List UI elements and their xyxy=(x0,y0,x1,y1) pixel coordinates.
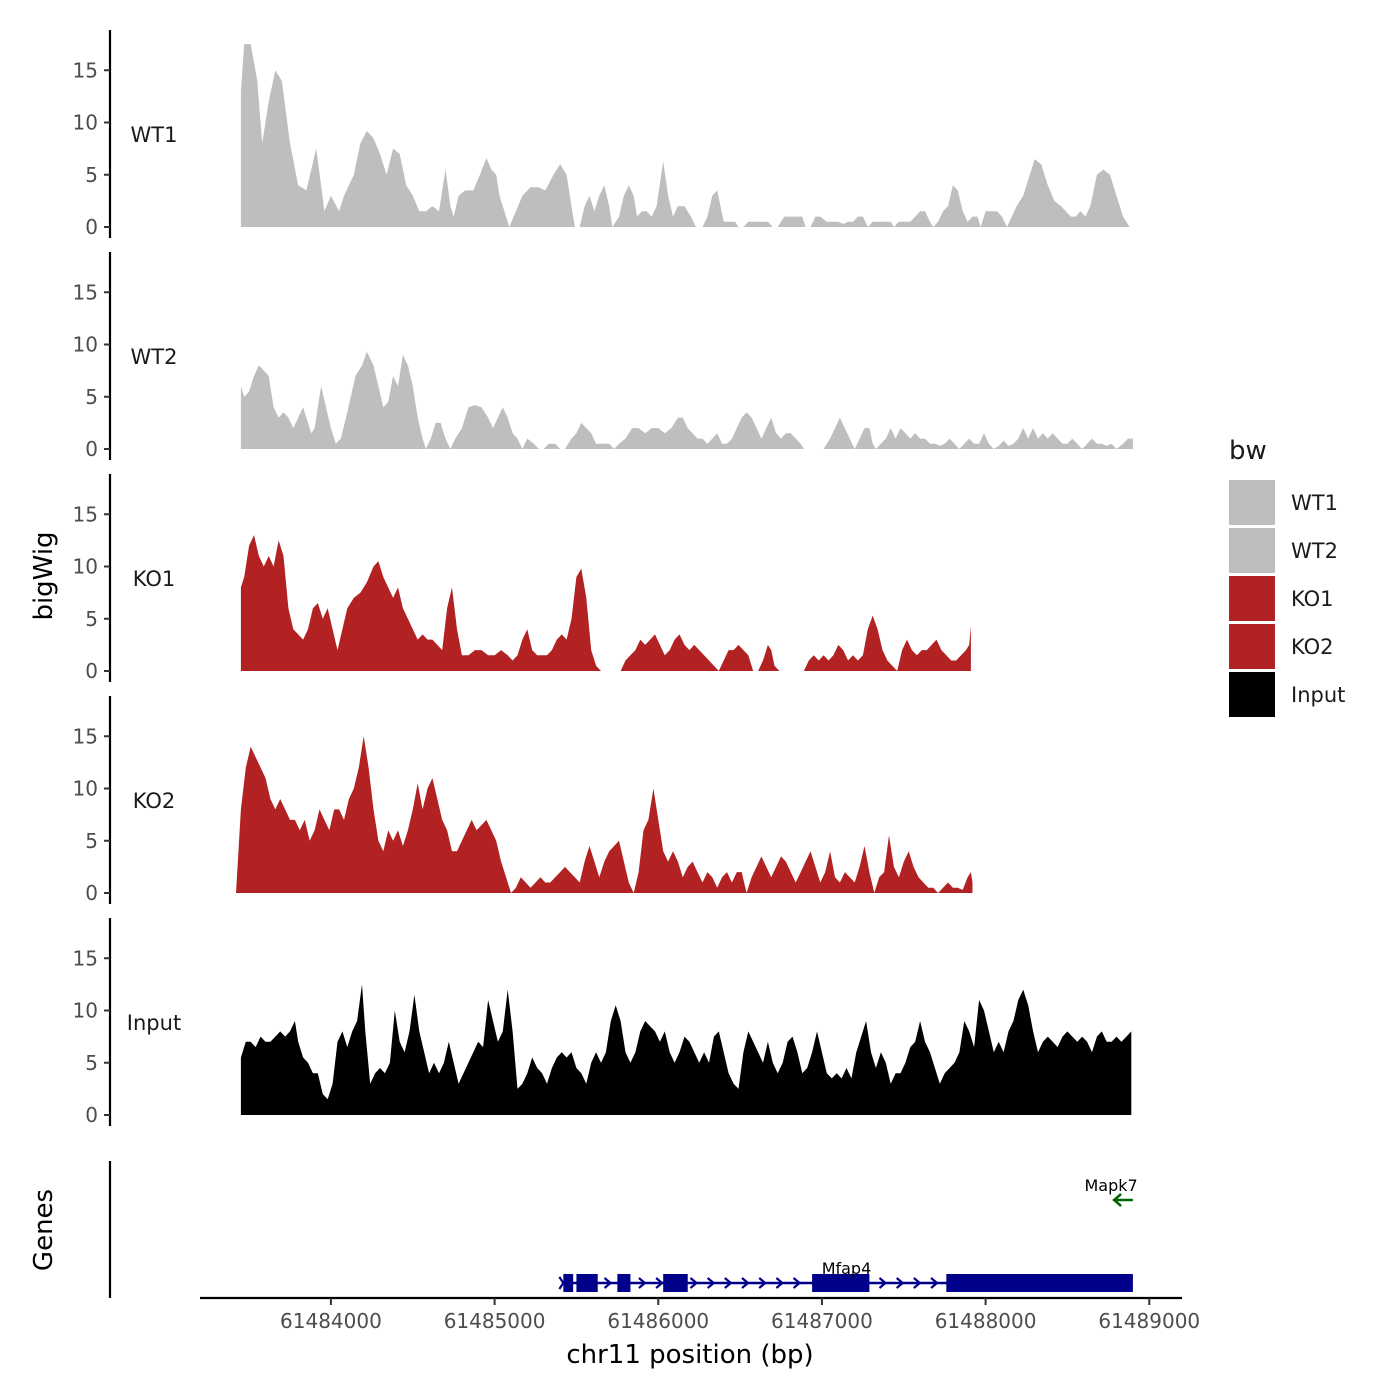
tracks-layer: 0 5 10 15 WT1 0 5 10 15 WT2 0 5 10 15 KO1 0 5 10 15 KO2 0 5 10… xyxy=(73,30,1133,1127)
y-tick-label: 10 xyxy=(73,111,98,135)
track-label-input: Input xyxy=(127,1011,181,1035)
track-label-wt2: WT2 xyxy=(131,345,178,369)
gene-mfap4: Mfap4 xyxy=(558,1259,1133,1292)
strand-chevron xyxy=(689,1277,699,1289)
legend-swatch-ko1 xyxy=(1229,576,1275,621)
y-tick-label: 15 xyxy=(73,724,98,748)
legend-swatch-ko2 xyxy=(1229,624,1275,669)
series-area-input xyxy=(240,984,1132,1115)
y-tick-label: 5 xyxy=(85,607,98,631)
track-ko1: 0 5 10 15 KO1 xyxy=(73,474,971,683)
legend-label-ko2: KO2 xyxy=(1291,635,1334,659)
strand-chevron xyxy=(758,1277,767,1289)
strand-chevron xyxy=(895,1277,905,1289)
y-tick-label: 10 xyxy=(73,333,98,357)
y-tick-label: 0 xyxy=(85,881,98,905)
gene-exon xyxy=(663,1274,688,1292)
gene-label-mapk7: Mapk7 xyxy=(1084,1176,1137,1195)
x-tick-label: 61489000 xyxy=(1098,1309,1200,1333)
strand-chevron xyxy=(741,1277,750,1289)
y-tick-label: 10 xyxy=(73,777,98,801)
y-tick-label: 15 xyxy=(73,280,98,304)
track-input: 0 5 10 15 Input xyxy=(73,918,1132,1127)
x-tick-label: 61484000 xyxy=(280,1309,382,1333)
legend-label-ko1: KO1 xyxy=(1291,587,1334,611)
track-wt1: 0 5 10 15 WT1 xyxy=(73,30,1130,239)
x-tick-label: 61487000 xyxy=(771,1309,873,1333)
y-tick-label: 15 xyxy=(73,946,98,970)
genes-panel: Mfap4 Mapk7 xyxy=(108,1161,1138,1298)
y-tick-label: 5 xyxy=(85,829,98,853)
strand-chevron xyxy=(913,1277,922,1289)
legend-swatch-input xyxy=(1229,672,1275,717)
y-tick-label: 0 xyxy=(85,215,98,239)
strand-chevron xyxy=(603,1277,613,1289)
legend-title: bw xyxy=(1229,436,1267,466)
y-tick-label: 15 xyxy=(73,502,98,526)
strand-arrow xyxy=(1112,1193,1122,1207)
gene-exon xyxy=(812,1274,870,1292)
y-tick-label: 15 xyxy=(73,58,98,82)
legend-label-input: Input xyxy=(1291,683,1345,707)
strand-chevron xyxy=(724,1277,733,1289)
track-label-ko1: KO1 xyxy=(133,567,176,591)
legend-label-wt1: WT1 xyxy=(1291,491,1338,515)
y-tick-label: 5 xyxy=(85,163,98,187)
x-tick-label: 61485000 xyxy=(444,1309,546,1333)
x-axis-title: chr11 position (bp) xyxy=(566,1340,813,1370)
x-tick-label: 61488000 xyxy=(935,1309,1037,1333)
track-wt2: 0 5 10 15 WT2 xyxy=(73,252,1133,461)
legend-label-wt2: WT2 xyxy=(1291,539,1338,563)
y-tick-label: 10 xyxy=(73,555,98,579)
gene-exon xyxy=(576,1274,598,1292)
x-tick-label: 61486000 xyxy=(607,1309,709,1333)
gene-exon xyxy=(946,1274,1133,1292)
strand-chevron xyxy=(638,1277,647,1289)
strand-chevron xyxy=(775,1277,785,1289)
track-label-ko2: KO2 xyxy=(133,789,176,813)
y-tick-label: 0 xyxy=(85,1103,98,1127)
legend: bw WT1 WT2 KO1 KO2 Input xyxy=(1229,436,1345,717)
strand-chevron xyxy=(930,1277,939,1289)
gene-exon xyxy=(617,1274,631,1292)
y-tick-label: 5 xyxy=(85,385,98,409)
y-axis-title-bigwig: bigWig xyxy=(29,531,59,620)
gene-label-mfap4: Mfap4 xyxy=(822,1259,872,1278)
series-area-wt1 xyxy=(240,44,1130,227)
legend-swatch-wt2 xyxy=(1229,528,1275,573)
strand-chevron xyxy=(655,1277,664,1289)
series-area-ko1 xyxy=(240,535,971,671)
track-ko2: 0 5 10 15 KO2 xyxy=(73,696,973,905)
y-axis-title-genes: Genes xyxy=(29,1189,59,1271)
y-tick-label: 10 xyxy=(73,999,98,1023)
legend-swatch-wt1 xyxy=(1229,480,1275,525)
gene-exon xyxy=(563,1274,574,1292)
track-label-wt1: WT1 xyxy=(131,123,178,147)
series-area-ko2 xyxy=(236,736,973,893)
gene-mapk7: Mapk7 xyxy=(1084,1176,1138,1207)
y-tick-label: 5 xyxy=(85,1051,98,1075)
strand-chevron xyxy=(878,1277,888,1289)
strand-chevron xyxy=(706,1277,716,1289)
x-axis: 61484000 61485000 61486000 61487000 61488000… xyxy=(200,1296,1200,1333)
series-area-wt2 xyxy=(240,351,1133,449)
strand-chevron xyxy=(792,1277,802,1289)
y-tick-label: 0 xyxy=(85,437,98,461)
y-tick-label: 0 xyxy=(85,659,98,683)
